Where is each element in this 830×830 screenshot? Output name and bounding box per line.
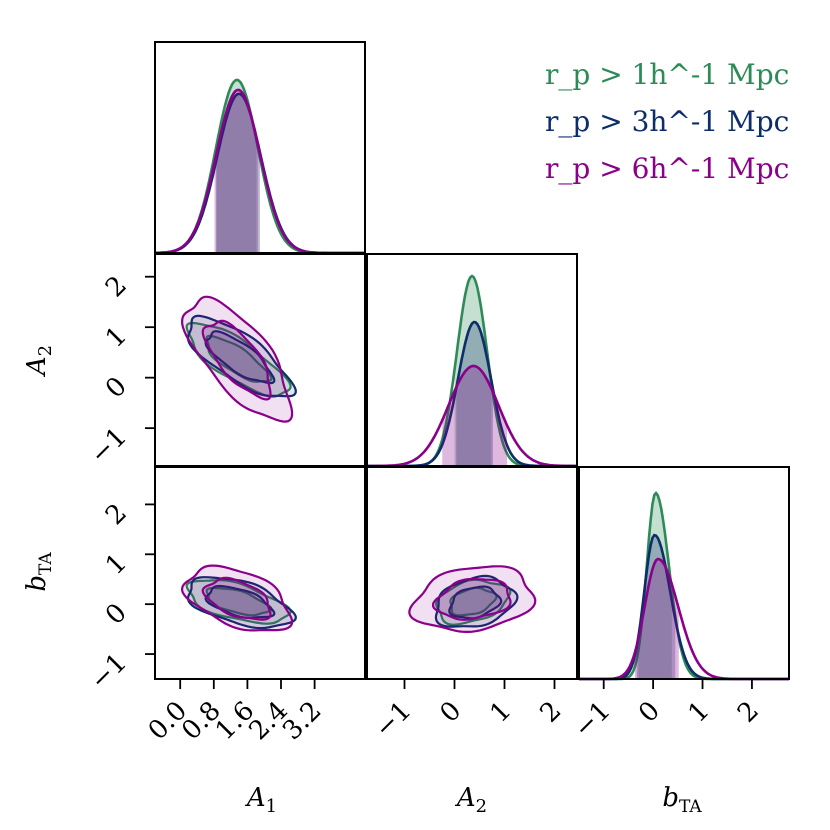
- ylabel-A2: A2: [22, 345, 56, 377]
- band-b_TA-2: [635, 559, 679, 679]
- contour-95-2: [180, 564, 294, 632]
- xtick-label-A_2-0: −1: [369, 696, 417, 744]
- ytick-label-b_TA-0: −1: [85, 648, 133, 696]
- band-A_2-2: [442, 366, 507, 466]
- panel-2-1: [366, 466, 578, 680]
- legend-entry-3: r_p > 6h^-1 Mpc: [545, 152, 789, 185]
- xtick-label-b_TA-0: −1: [568, 696, 616, 744]
- xtick-label-A_1-4: 3.2: [277, 696, 327, 746]
- legend: r_p > 1h^-1 Mpc r_p > 3h^-1 Mpc r_p > 6h…: [545, 58, 789, 185]
- ytick-label-A_2-2: 1: [100, 321, 133, 354]
- xtick-label-b_TA-3: 2: [732, 696, 765, 729]
- contour-68-2: [201, 319, 272, 401]
- contour-68-2: [431, 577, 512, 621]
- xlabel-bTA: bTA: [662, 783, 702, 817]
- xtick-label-b_TA-1: 0: [633, 696, 666, 729]
- panel-2-2: [578, 466, 790, 680]
- xlabel-A2: A2: [455, 783, 487, 817]
- band-A_1-2: [214, 89, 259, 254]
- marginal-b_TA-1: [579, 533, 789, 681]
- contour-68-0: [205, 334, 273, 383]
- contour-95-2: [180, 295, 294, 423]
- xtick-label-A_2-3: 2: [535, 696, 568, 729]
- contour-panel-A_1-b_TA: [180, 564, 297, 632]
- ylabel-bTA: bTA: [22, 552, 56, 592]
- band-b_TA-0: [638, 493, 672, 679]
- xtick-label-b_TA-2: 1: [683, 696, 716, 729]
- panel-2-0: [154, 466, 366, 680]
- contour-95-1: [186, 314, 297, 398]
- contour-panel-A_2-b_TA: [408, 565, 537, 634]
- panel-frames: [154, 41, 790, 680]
- marginal-A_2-2: [367, 364, 577, 468]
- xtick-label-A_2-2: 1: [485, 696, 518, 729]
- ytick-label-A_2-3: 2: [100, 270, 133, 303]
- contour-68-1: [448, 585, 503, 620]
- contour-95-1: [186, 576, 297, 630]
- band-A_2-1: [456, 322, 493, 466]
- band-A_1-1: [216, 93, 260, 253]
- legend-entry-1: r_p > 1h^-1 Mpc: [545, 58, 789, 91]
- xlabel-A1: A1: [245, 783, 277, 817]
- ytick-label-b_TA-2: 1: [100, 548, 133, 581]
- contour-68-2: [201, 576, 272, 621]
- ytick-label-A_2-1: 0: [100, 371, 133, 404]
- contour-95-1: [434, 574, 519, 628]
- contour-panel-A_1-A_2: [180, 295, 297, 423]
- ytick-label-b_TA-1: 0: [100, 598, 133, 631]
- xtick-label-A_2-1: 0: [435, 696, 468, 729]
- ytick-label-A_2-0: −1: [85, 422, 133, 470]
- contour-68-1: [204, 330, 276, 385]
- ytick-label-b_TA-3: 2: [100, 498, 133, 531]
- legend-entry-2: r_p > 3h^-1 Mpc: [545, 105, 789, 138]
